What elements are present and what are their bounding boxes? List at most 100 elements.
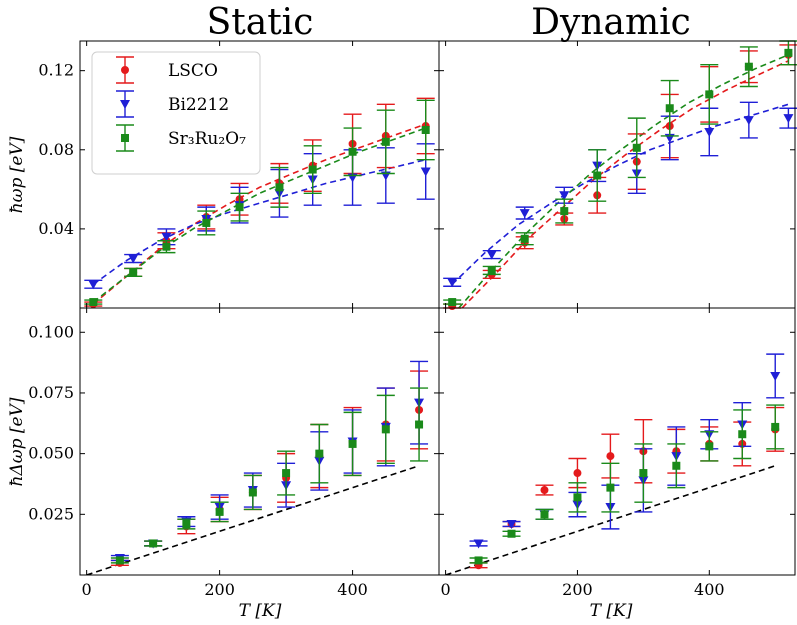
point-sr3ru2o7 — [415, 420, 424, 429]
legend: LSCO Bi2212 Sr₃Ru₂O₇ — [91, 51, 261, 175]
point-sr3ru2o7 — [448, 298, 457, 307]
point-sr3ru2o7 — [606, 483, 615, 492]
point-sr3ru2o7 — [672, 461, 681, 470]
x-tick-label: 400 — [337, 580, 368, 599]
point-sr3ru2o7 — [593, 171, 602, 180]
legend-label-lsco: LSCO — [168, 61, 218, 81]
point-sr3ru2o7 — [149, 539, 158, 548]
point-sr3ru2o7 — [507, 529, 516, 538]
legend-item-lsco: LSCO — [116, 56, 218, 84]
x-tick-label: 400 — [694, 580, 725, 599]
point-sr3ru2o7 — [308, 165, 317, 174]
y-tick-label: 0.075 — [28, 383, 74, 402]
static-title: Static — [207, 2, 314, 43]
series-bi2212 — [469, 353, 785, 549]
legend-label-bi2212: Bi2212 — [168, 95, 229, 115]
point-sr3ru2o7 — [282, 469, 291, 478]
point-bi2212 — [88, 280, 99, 290]
point-sr3ru2o7 — [540, 510, 549, 519]
series-sr3ru2o7 — [110, 387, 429, 565]
fit-line-bi2212 — [451, 103, 789, 285]
point-bi2212 — [420, 167, 431, 177]
point-sr3ru2o7 — [248, 488, 257, 497]
point-bi2212 — [161, 232, 172, 242]
x-axis-label-static: T [K] — [239, 601, 282, 621]
series-sr3ru2o7 — [443, 40, 797, 307]
panel-dynamic-top — [438, 40, 797, 311]
point-bi2212 — [704, 127, 715, 137]
point-bi2212 — [506, 520, 517, 530]
legend-marker-sr3ru2o7 — [116, 124, 134, 152]
legend-marker-bi2212 — [116, 90, 134, 118]
y-tick-label: 0.100 — [28, 322, 74, 341]
y-tick-label: 0.12 — [38, 61, 74, 80]
point-sr3ru2o7 — [573, 493, 582, 502]
panel-dynamic-bottom: 0 200 400 — [438, 307, 796, 599]
point-sr3ru2o7 — [348, 147, 357, 156]
point-sr3ru2o7 — [348, 439, 357, 448]
x-tick-label: 200 — [204, 580, 235, 599]
point-lsco — [540, 486, 549, 495]
series-sr3ru2o7 — [469, 404, 785, 565]
legend-point-lsco — [121, 66, 129, 74]
point-sr3ru2o7 — [162, 242, 171, 251]
fit-line-sr3ru2o7 — [92, 127, 426, 303]
point-bi2212 — [783, 114, 794, 124]
point-sr3ru2o7 — [771, 422, 780, 431]
point-sr3ru2o7 — [182, 520, 191, 529]
point-sr3ru2o7 — [705, 90, 714, 99]
point-bi2212 — [743, 116, 754, 126]
point-sr3ru2o7 — [784, 48, 793, 57]
fit-line-lsco — [461, 60, 789, 308]
point-bi2212 — [770, 371, 781, 381]
fit-line-bi2212 — [92, 158, 426, 285]
point-bi2212 — [128, 254, 139, 264]
point-sr3ru2o7 — [474, 556, 483, 565]
y-tick-label: 0.04 — [38, 219, 74, 238]
reference-line — [86, 465, 420, 575]
y-axis-label-bottom: ħΔωp [eV] — [7, 397, 27, 486]
point-lsco — [573, 469, 582, 478]
point-sr3ru2o7 — [487, 266, 496, 275]
series-lsco — [110, 370, 429, 567]
point-sr3ru2o7 — [738, 430, 747, 439]
point-sr3ru2o7 — [129, 268, 138, 277]
legend-point-sr3ru2o7 — [121, 134, 129, 142]
series-bi2212 — [110, 360, 429, 564]
panel-static-bottom: 0.025 0.050 0.075 0.100 0 200 400 — [28, 307, 440, 599]
y-tick-label: 0.025 — [28, 504, 74, 523]
point-sr3ru2o7 — [89, 298, 98, 307]
x-tick-label: 0 — [82, 580, 92, 599]
legend-label-sr3ru2o7: Sr₃Ru₂O₇ — [168, 129, 246, 149]
legend-point-bi2212 — [120, 100, 130, 109]
x-tick-label: 200 — [562, 580, 593, 599]
series-bi2212 — [443, 101, 797, 288]
y-tick-label: 0.08 — [38, 140, 74, 159]
x-tick-label: 0 — [440, 580, 450, 599]
point-bi2212 — [486, 250, 497, 260]
point-sr3ru2o7 — [315, 449, 324, 458]
point-sr3ru2o7 — [215, 507, 224, 516]
point-bi2212 — [447, 278, 458, 288]
point-sr3ru2o7 — [235, 203, 244, 212]
point-sr3ru2o7 — [744, 62, 753, 71]
y-axis-label-top: ħωp [eV] — [7, 136, 27, 213]
point-bi2212 — [473, 539, 484, 549]
point-sr3ru2o7 — [560, 207, 569, 216]
point-sr3ru2o7 — [520, 234, 529, 243]
point-sr3ru2o7 — [421, 126, 430, 134]
point-bi2212 — [559, 191, 570, 201]
axes-frame — [438, 307, 796, 576]
point-bi2212 — [519, 209, 530, 219]
series-lsco — [443, 44, 797, 311]
point-sr3ru2o7 — [665, 104, 674, 113]
point-lsco — [606, 452, 615, 461]
point-sr3ru2o7 — [705, 442, 714, 451]
dynamic-title: Dynamic — [531, 2, 691, 43]
fit-line-lsco — [92, 123, 426, 305]
series-lsco — [469, 406, 785, 570]
point-sr3ru2o7 — [639, 469, 648, 478]
point-sr3ru2o7 — [381, 137, 390, 146]
series-sr3ru2o7 — [84, 99, 435, 307]
